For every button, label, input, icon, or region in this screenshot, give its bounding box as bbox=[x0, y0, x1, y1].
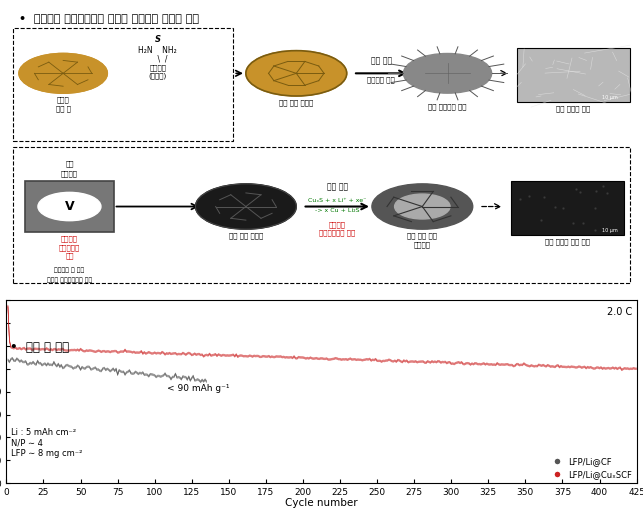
Text: 리튬 수지상 성장: 리튬 수지상 성장 bbox=[556, 105, 591, 112]
FancyBboxPatch shape bbox=[511, 181, 624, 235]
Text: 반리튬성 특성: 반리튬성 특성 bbox=[368, 77, 395, 83]
Text: 표면 처리 집전체: 표면 처리 집전체 bbox=[229, 233, 263, 239]
Text: 신호: 신호 bbox=[65, 160, 74, 167]
Text: 형성: 형성 bbox=[65, 253, 74, 259]
Circle shape bbox=[372, 184, 473, 229]
Text: 기존 구리 집전체: 기존 구리 집전체 bbox=[279, 99, 313, 106]
Text: < 90 mAh g⁻¹: < 90 mAh g⁻¹ bbox=[167, 383, 229, 392]
Text: 2.0 C: 2.0 C bbox=[607, 307, 632, 317]
Text: 구리 폼: 구리 폼 bbox=[56, 105, 71, 112]
Circle shape bbox=[19, 54, 107, 93]
Text: 친리튬성: 친리튬성 bbox=[329, 221, 346, 228]
Text: 구리황화물층 변환: 구리황화물층 변환 bbox=[319, 230, 356, 236]
Text: \  /: \ / bbox=[148, 55, 167, 64]
Text: 티오요소: 티오요소 bbox=[149, 64, 166, 71]
Circle shape bbox=[195, 184, 296, 229]
FancyBboxPatch shape bbox=[25, 181, 114, 232]
Legend: LFP/Li@CF, LFP/Li@CuₓSCF: LFP/Li@CF, LFP/Li@CuₓSCF bbox=[548, 457, 633, 479]
Circle shape bbox=[395, 194, 450, 219]
Text: 10 μm: 10 μm bbox=[602, 228, 618, 233]
Text: 표면 처리 리튬: 표면 처리 리튬 bbox=[407, 233, 437, 239]
Text: N/P ∼ 4: N/P ∼ 4 bbox=[11, 439, 42, 448]
Text: S: S bbox=[155, 35, 161, 44]
Text: Li : 5 mAh cm⁻²: Li : 5 mAh cm⁻² bbox=[11, 428, 76, 437]
Text: 리튬 수지상 성장 억제: 리튬 수지상 성장 억제 bbox=[545, 238, 590, 245]
Text: 전기화학: 전기화학 bbox=[61, 170, 78, 177]
Text: 전기화학 셀 내부: 전기화학 셀 내부 bbox=[54, 267, 85, 273]
Text: (첨가제): (첨가제) bbox=[149, 73, 167, 79]
Text: V: V bbox=[65, 200, 74, 213]
Text: -> x Cu + Li₂S: -> x Cu + Li₂S bbox=[315, 208, 359, 213]
Text: LFP ∼ 8 mg cm⁻²: LFP ∼ 8 mg cm⁻² bbox=[11, 449, 82, 458]
Circle shape bbox=[38, 192, 101, 221]
Text: 실시간 전기화학처리 공정: 실시간 전기화학처리 공정 bbox=[47, 277, 92, 282]
Text: CuₓS + x Li⁺ + xe⁻: CuₓS + x Li⁺ + xe⁻ bbox=[308, 198, 367, 203]
Text: 기존 리튬금속 음극: 기존 리튬금속 음극 bbox=[428, 104, 467, 110]
Circle shape bbox=[246, 50, 347, 96]
Text: 친리튬성: 친리튬성 bbox=[61, 236, 78, 242]
Text: 금속음극: 금속음극 bbox=[414, 241, 431, 248]
X-axis label: Cycle number: Cycle number bbox=[285, 499, 358, 509]
Text: 리튬 전착: 리튬 전착 bbox=[327, 183, 348, 192]
Text: 구리황화물: 구리황화물 bbox=[59, 244, 80, 251]
FancyBboxPatch shape bbox=[517, 48, 630, 101]
Text: 리튬 전착: 리튬 전착 bbox=[371, 56, 392, 65]
Text: 다공성: 다공성 bbox=[57, 97, 69, 103]
Text: •  완전 셀 성능: • 완전 셀 성능 bbox=[10, 341, 69, 354]
Text: H₂N    NH₂: H₂N NH₂ bbox=[138, 47, 177, 55]
Text: •  전기화학 표면처리법을 이용한 리튀음극 제작법 개발: • 전기화학 표면처리법을 이용한 리튀음극 제작법 개발 bbox=[19, 14, 199, 24]
Text: 10 μm: 10 μm bbox=[602, 95, 618, 100]
Circle shape bbox=[403, 54, 492, 93]
